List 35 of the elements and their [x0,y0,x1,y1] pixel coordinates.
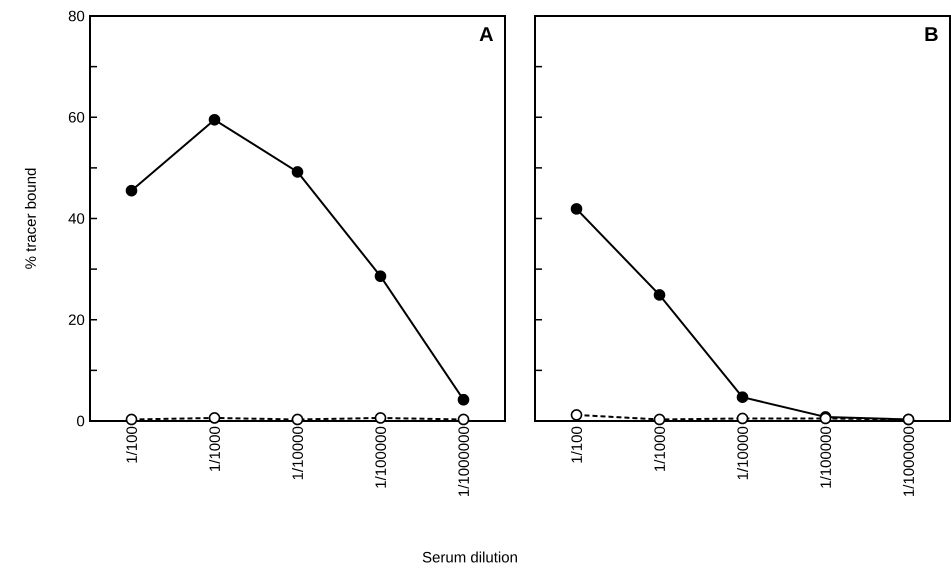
x-tick-label: 1/10000 [292,426,304,480]
annotation: B [925,27,938,42]
x-tick-label: 1/1000000 [458,426,469,496]
point [126,184,138,196]
point [292,414,304,426]
point [736,412,748,424]
point [126,414,138,426]
annotation: A [480,27,494,42]
point [208,114,220,126]
point [292,166,304,178]
x-tick-label: 1/100 [126,426,138,463]
y-tick-label: 20 [68,314,84,326]
y-tick-label: 40 [68,213,84,224]
point [654,414,666,426]
x-tick-label: 1/1000 [654,426,666,471]
y-axis-title: % tracer bound [24,168,36,269]
point [570,409,582,421]
x-tick-label: 1/100 [570,426,582,463]
x-tick-label: 1/100000 [820,426,832,488]
point [374,270,386,282]
point [570,203,582,215]
x-tick-label: 1/100000 [374,426,386,488]
point [458,414,470,426]
y-tick-label: 60 [68,112,84,123]
x-tick-label: 1/1000000 [902,426,914,496]
y-tick-label: 0 [77,416,84,426]
x-axis-title: Serum dilution [422,551,517,563]
point [208,412,220,424]
point [654,289,666,301]
point [374,412,386,424]
point [458,394,470,406]
point [736,391,748,404]
y-tick-label: 80 [68,10,84,22]
x-tick-label: 1/10000 [736,426,748,480]
x-tick-label: 1/1000 [208,426,220,471]
